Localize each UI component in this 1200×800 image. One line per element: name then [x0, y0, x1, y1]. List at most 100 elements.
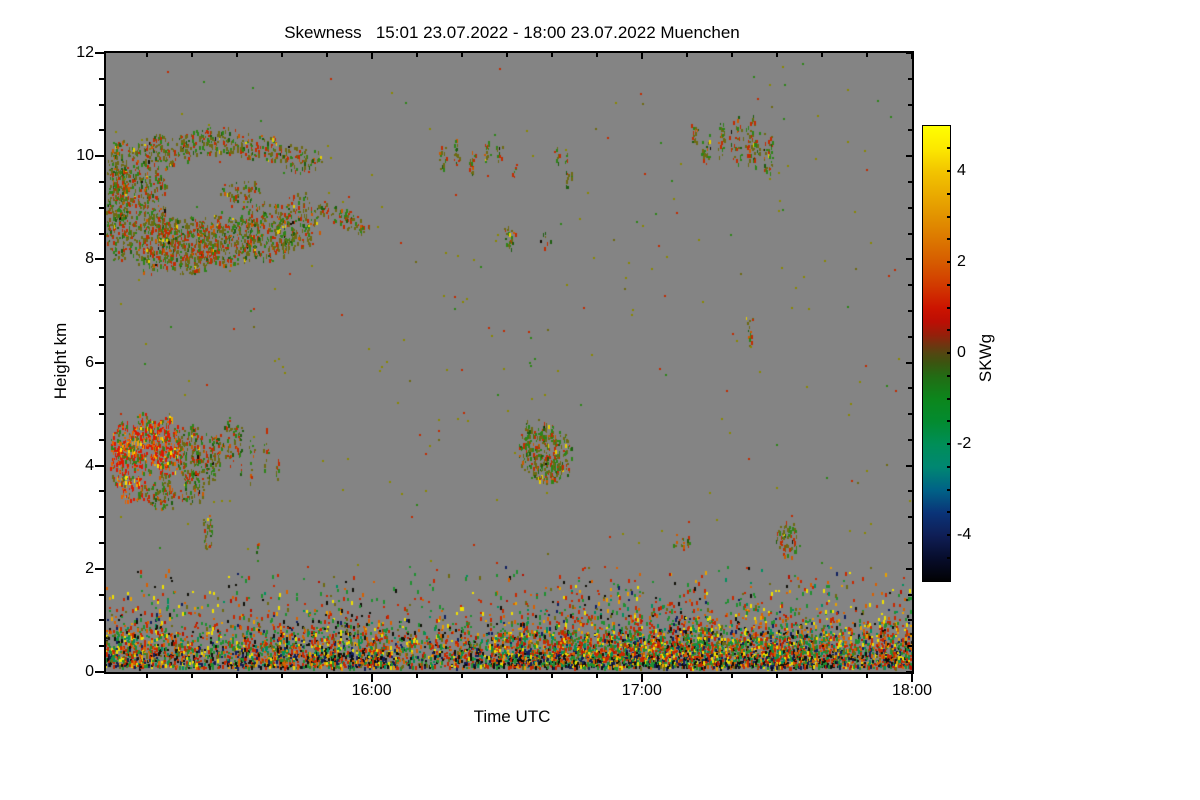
- y-major-tick: [95, 361, 104, 364]
- y-minor-tick-right: [908, 413, 912, 416]
- y-minor-tick-right: [908, 542, 912, 545]
- y-major-tick-right: [906, 52, 912, 54]
- y-minor-tick: [99, 387, 104, 390]
- y-tick-label: 12: [76, 44, 94, 61]
- colorbar-tick: [947, 511, 951, 514]
- colorbar-tick: [947, 192, 951, 195]
- y-tick-label: 10: [76, 147, 94, 165]
- y-minor-tick: [99, 619, 104, 622]
- y-major-tick-right: [906, 464, 912, 467]
- colorbar-tick: [947, 238, 951, 241]
- y-minor-tick-right: [908, 284, 912, 287]
- x-minor-tick-top: [775, 53, 778, 57]
- y-minor-tick-right: [908, 387, 912, 390]
- y-minor-tick-right: [908, 206, 912, 209]
- colorbar-tick: [947, 215, 951, 218]
- colorbar-tick: [947, 352, 951, 354]
- x-minor-tick-top: [325, 53, 328, 57]
- y-minor-tick: [99, 284, 104, 287]
- y-minor-tick: [99, 490, 104, 493]
- colorbar-tick: [947, 283, 951, 286]
- x-minor-tick: [325, 674, 328, 678]
- y-minor-tick-right: [908, 103, 912, 106]
- colorbar-tick: [947, 443, 951, 445]
- y-minor-tick-right: [908, 619, 912, 622]
- colorbar-tick: [947, 329, 951, 332]
- colorbar-tick: [947, 534, 951, 536]
- y-minor-tick-right: [908, 438, 912, 441]
- x-minor-tick-top: [145, 53, 148, 57]
- x-minor-tick-top: [415, 53, 418, 57]
- y-minor-tick: [99, 180, 104, 183]
- y-minor-tick: [99, 335, 104, 338]
- y-major-tick-right: [906, 671, 912, 673]
- chart-title: Skewness 15:01 23.07.2022 - 18:00 23.07.…: [284, 23, 740, 42]
- x-minor-tick: [235, 674, 238, 678]
- y-major-tick: [95, 258, 104, 261]
- y-minor-tick: [99, 77, 104, 80]
- y-minor-tick: [99, 206, 104, 209]
- colorbar-tick: [947, 397, 951, 400]
- colorbar-tick-label: 4: [957, 162, 966, 179]
- x-major-tick: [911, 674, 913, 682]
- colorbar-tick: [947, 261, 951, 263]
- colorbar-tick: [947, 306, 951, 309]
- x-minor-tick-top: [595, 53, 598, 57]
- y-minor-tick-right: [908, 490, 912, 493]
- x-axis-label: Time UTC: [473, 707, 551, 726]
- x-minor-tick-top: [865, 53, 868, 57]
- colorbar-tick: [947, 488, 951, 491]
- y-tick-label: 0: [85, 663, 94, 680]
- x-minor-tick: [280, 674, 283, 678]
- y-minor-tick: [99, 593, 104, 596]
- x-minor-tick: [775, 674, 778, 678]
- colorbar-tick: [947, 147, 951, 150]
- x-major-tick: [370, 674, 373, 682]
- y-minor-tick-right: [908, 309, 912, 312]
- y-minor-tick: [99, 309, 104, 312]
- y-minor-tick: [99, 542, 104, 545]
- x-minor-tick: [415, 674, 418, 678]
- y-major-tick: [95, 52, 104, 54]
- x-minor-tick-top: [820, 53, 823, 57]
- x-major-tick: [640, 674, 643, 682]
- y-tick-label: 6: [85, 353, 94, 371]
- y-major-tick: [95, 671, 104, 673]
- x-minor-tick: [685, 674, 688, 678]
- x-minor-tick: [550, 674, 553, 678]
- x-minor-tick: [865, 674, 868, 678]
- colorbar-tick: [947, 170, 951, 172]
- x-minor-tick-top: [730, 53, 733, 57]
- y-minor-tick: [99, 413, 104, 416]
- x-major-tick-top: [911, 53, 913, 59]
- skewness-heatmap-canvas: [106, 53, 912, 672]
- y-minor-tick-right: [908, 516, 912, 519]
- y-minor-tick-right: [908, 77, 912, 80]
- y-minor-tick-right: [908, 593, 912, 596]
- colorbar-tick-label: -2: [957, 435, 972, 452]
- y-minor-tick-right: [908, 645, 912, 648]
- x-minor-tick-top: [460, 53, 463, 57]
- x-major-tick-top: [370, 53, 373, 59]
- y-major-tick: [95, 464, 104, 467]
- x-tick-label: 16:00: [351, 682, 392, 699]
- colorbar-tick: [947, 420, 951, 423]
- y-major-tick-right: [906, 258, 912, 261]
- y-minor-tick: [99, 438, 104, 441]
- colorbar: [922, 125, 951, 582]
- y-tick-label: 4: [85, 456, 94, 474]
- x-minor-tick: [190, 674, 193, 678]
- x-tick-label: 18:00: [891, 682, 933, 699]
- colorbar-tick: [947, 374, 951, 377]
- y-minor-tick: [99, 516, 104, 519]
- y-minor-tick: [99, 232, 104, 235]
- y-minor-tick-right: [908, 335, 912, 338]
- x-minor-tick-top: [280, 53, 283, 57]
- y-major-tick: [95, 155, 104, 158]
- colorbar-tick-label: 2: [957, 253, 966, 270]
- x-minor-tick-top: [685, 53, 688, 57]
- y-minor-tick-right: [908, 129, 912, 132]
- y-minor-tick-right: [908, 232, 912, 235]
- x-minor-tick-top: [505, 53, 508, 57]
